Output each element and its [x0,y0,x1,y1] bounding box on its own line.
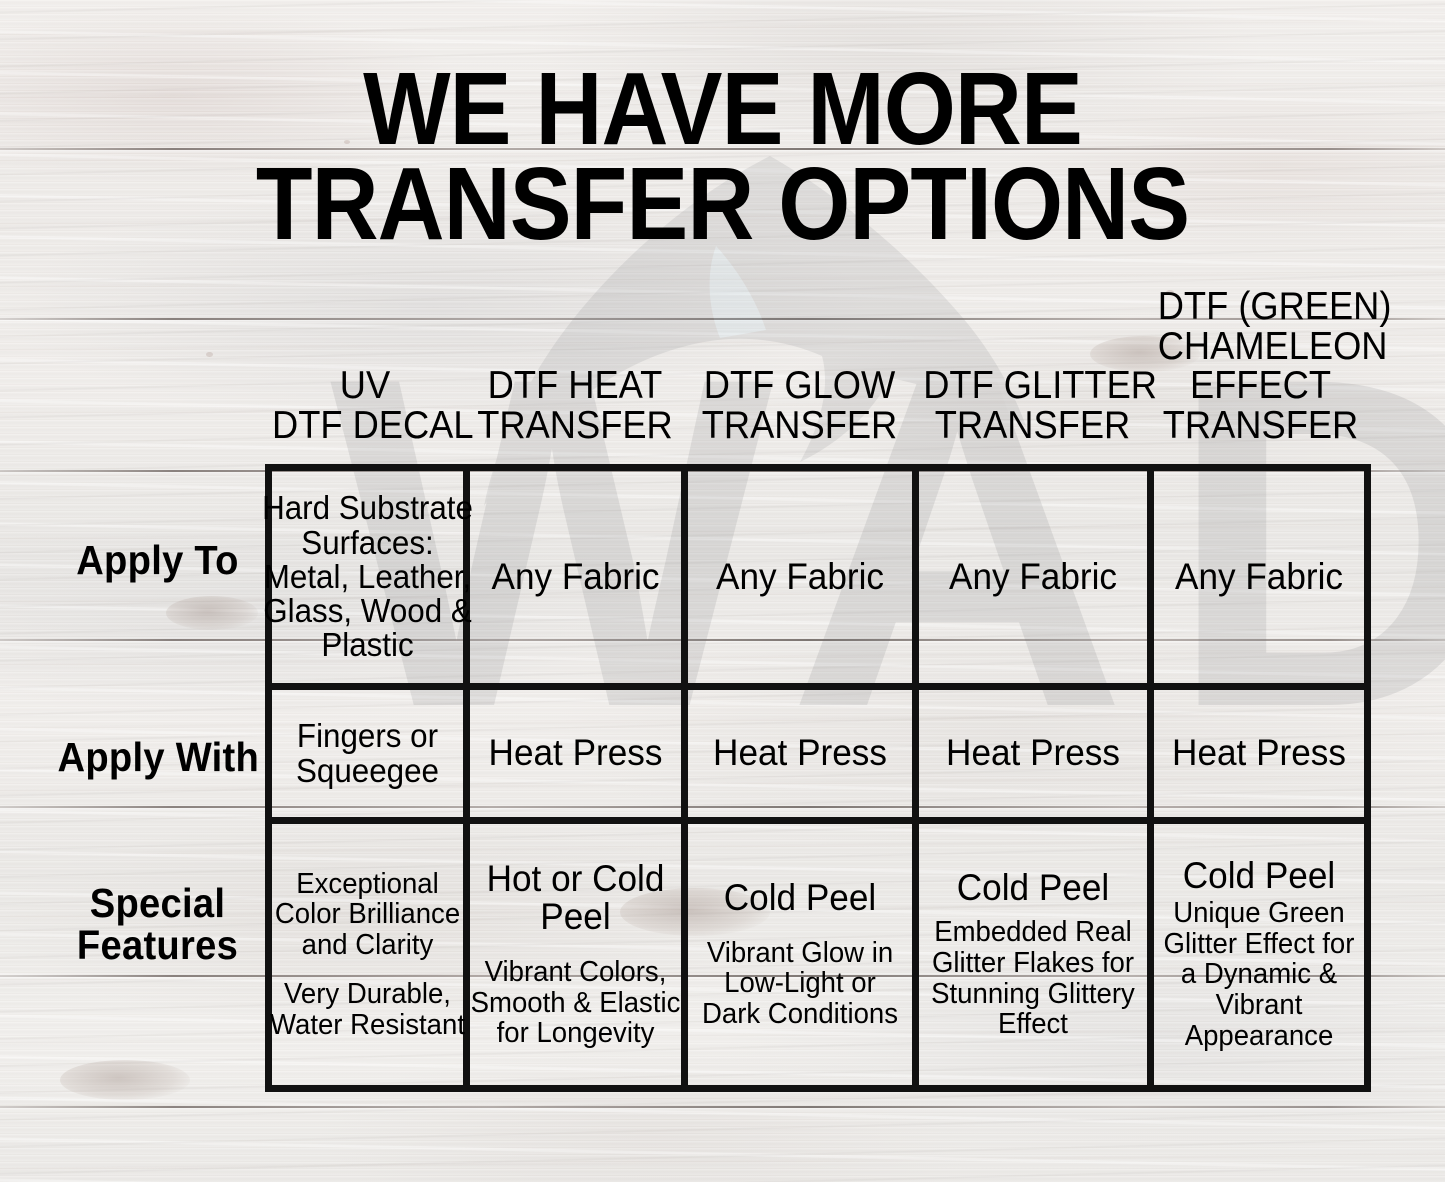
feature-block: Embedded Real Glitter Flakes for Stunnin… [931,916,1135,1041]
cell-features-uv-dtf-decal: Exceptional Color Brilliance and Clarity… [270,824,465,1085]
row-label-apply-with: Apply With [57,734,260,780]
cell-features-dtf-glow-transfer: Cold Peel Vibrant Glow in Low-Light or D… [694,824,907,1085]
column-header-dtf-green-chameleon: DTF (GREEN) CHAMELEON EFFECT TRANSFER [1157,284,1392,448]
column-header-dtf-glow-transfer: DTF GLOW TRANSFER [701,364,898,448]
cell-apply-with-dtf-glow-transfer: Heat Press [713,732,887,774]
table-column-divider [681,464,688,1092]
feature-block: Very Durable, Water Resistant [270,977,465,1041]
column-header-uv-dtf-decal: UV DTF DECAL [272,364,474,448]
feature-block: Vibrant Colors, Smooth & Elastic for Lon… [470,955,681,1050]
comparison-table: Hard Substrate Surfaces: Metal, Leather,… [262,464,1371,1092]
feature-heading: Cold Peel [1182,855,1336,897]
feature-heading: Hot or Cold Peel [486,857,665,938]
plank-seam-line [0,975,1445,980]
cell-apply-with-dtf-heat-transfer: Heat Press [488,732,663,774]
cell-apply-with-uv-dtf-decal: Fingers or Squeegee [296,717,439,789]
feature-block: Unique Green Glitter Effect for a Dynami… [1163,896,1355,1052]
cell-apply-to-dtf-glow-transfer: Any Fabric [715,555,885,597]
wood-fleck [1166,290,1174,295]
cell-features-dtf-green-chameleon: Cold Peel Unique Green Glitter Effect fo… [1159,824,1359,1085]
table-row-divider [265,817,1371,824]
cell-features-dtf-glitter-transfer: Cold Peel Embedded Real Glitter Flakes f… [925,824,1142,1085]
plank-seam-line [0,470,1445,475]
table-column-divider [463,464,470,1092]
cell-apply-with-dtf-green-chameleon: Heat Press [1172,732,1346,774]
page-title: WE HAVE MORE TRANSFER OPTIONS [72,51,1373,261]
wood-fleck [344,140,350,144]
cell-apply-to-uv-dtf-decal: Hard Substrate Surfaces: Metal, Leather,… [262,489,473,664]
table-column-divider [1147,464,1154,1092]
cell-features-dtf-heat-transfer: Hot or Cold Peel Vibrant Colors, Smooth … [471,824,681,1085]
column-headers: UV DTF DECAL DTF HEAT TRANSFER DTF GLOW … [265,250,1392,450]
row-label-special-features: Special Features [76,880,239,968]
table-outer-border [265,464,1371,1092]
plank-seam-line [0,639,1445,644]
wood-knot [166,596,258,630]
feature-heading: Cold Peel [956,866,1110,908]
plank-seam-line [0,806,1445,811]
row-label-apply-to: Apply To [76,537,239,583]
wood-knot [1090,336,1200,372]
cell-apply-to-dtf-green-chameleon: Any Fabric [1174,555,1344,597]
plank-seam-line [0,1106,1445,1111]
column-header-dtf-heat-transfer: DTF HEAT TRANSFER [477,364,673,448]
column-header-dtf-glitter-transfer: DTF GLITTER TRANSFER [923,364,1157,448]
table-column-divider [912,464,919,1092]
cell-apply-to-dtf-glitter-transfer: Any Fabric [948,555,1118,597]
title-line-2: TRANSFER OPTIONS [255,145,1190,261]
feature-block: Vibrant Glow in Low-Light or Dark Condit… [701,936,898,1031]
wood-fleck [206,352,213,357]
wood-knot [620,888,770,936]
plank-seam-line [0,318,1445,323]
table-row-divider [265,683,1371,690]
cell-apply-to-dtf-heat-transfer: Any Fabric [491,555,660,597]
title-line-1: WE HAVE MORE [363,51,1083,166]
plank-seam-line [0,148,1445,153]
cell-apply-with-dtf-glitter-transfer: Heat Press [946,732,1120,774]
feature-block: Exceptional Color Brilliance and Clarity [274,867,461,962]
wood-knot [60,1060,190,1100]
feature-heading: Cold Peel [723,877,877,919]
